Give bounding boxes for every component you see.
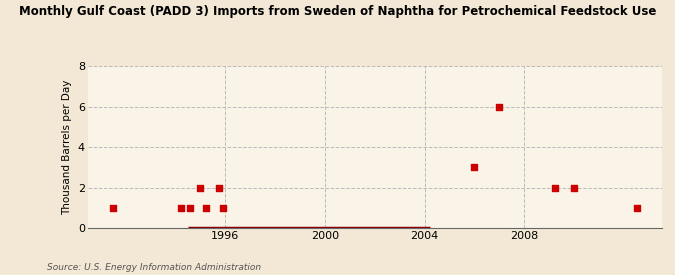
Point	[469, 165, 480, 170]
Point	[569, 185, 580, 190]
Point	[201, 206, 212, 210]
Point	[494, 104, 505, 109]
Point	[217, 206, 228, 210]
Point	[194, 185, 205, 190]
Point	[176, 206, 187, 210]
Y-axis label: Thousand Barrels per Day: Thousand Barrels per Day	[62, 79, 72, 215]
Point	[107, 206, 118, 210]
Text: Source: U.S. Energy Information Administration: Source: U.S. Energy Information Administ…	[47, 263, 261, 272]
Point	[213, 185, 224, 190]
Point	[550, 185, 561, 190]
Point	[631, 206, 642, 210]
Point	[184, 206, 195, 210]
Text: Monthly Gulf Coast (PADD 3) Imports from Sweden of Naphtha for Petrochemical Fee: Monthly Gulf Coast (PADD 3) Imports from…	[19, 6, 656, 18]
